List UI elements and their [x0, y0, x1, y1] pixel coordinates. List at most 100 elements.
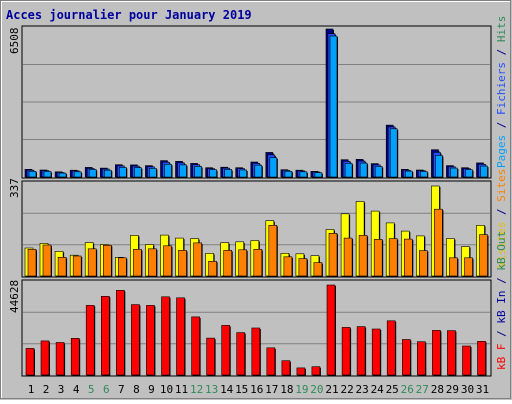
bar-sites-day-11: [178, 250, 187, 277]
bar-pages-day-1: [28, 171, 37, 178]
bar-kb-f-day-24: [371, 328, 381, 376]
x-tick-label: 17: [265, 383, 278, 396]
bar-kb-f-day-29: [447, 330, 456, 376]
bar-kb-f-day-2: [40, 340, 50, 376]
x-tick-label: 19: [295, 383, 308, 396]
x-tick-label: 30: [461, 383, 474, 396]
x-tick-label: 22: [340, 383, 353, 396]
x-tick-label: 26: [401, 383, 414, 396]
bar-kb-f-day-15: [236, 332, 245, 376]
legend-entry: /: [495, 271, 508, 291]
x-tick-label: 25: [386, 383, 399, 396]
bar-sites-day-22: [343, 237, 353, 277]
x-tick-label: 6: [103, 383, 110, 396]
bar-kb-f-day-27: [416, 341, 426, 376]
bar-sites-day-12: [193, 242, 202, 277]
bar-sites-day-24: [373, 239, 383, 277]
bar-pages-day-6: [104, 169, 112, 178]
bar-pages-day-24: [374, 166, 383, 178]
bar-kb-f-day-5: [85, 305, 95, 376]
bar-kb-f-day-22: [341, 327, 351, 376]
bar-kb-f-day-11: [176, 297, 185, 376]
x-tick-label: 9: [148, 383, 155, 396]
bar-sites-day-25: [388, 238, 398, 277]
legend-pages-fichiers-hits: Pages / Fichiers / Hits: [495, 16, 508, 168]
bar-pages-day-3: [58, 172, 67, 178]
bar-kb-f-day-3: [55, 342, 65, 376]
bar-pages-day-26: [404, 170, 413, 178]
x-tick-label: 20: [310, 383, 323, 396]
legend-entry: kB F: [495, 344, 508, 371]
bar-sites-day-18: [283, 256, 293, 277]
bar-pages-day-27: [419, 171, 428, 178]
hits-ymax-label: 6508: [8, 28, 21, 55]
x-tick-label: 29: [446, 383, 459, 396]
x-tick-label: 28: [431, 383, 444, 396]
bar-sites-day-14: [223, 250, 232, 277]
bar-pages-day-25: [389, 128, 398, 178]
legend-entry: Pages: [495, 135, 508, 168]
x-tick-label: 3: [58, 383, 65, 396]
bar-kb-f-day-6: [101, 295, 110, 376]
bar-sites-day-20: [313, 262, 323, 277]
bar-pages-day-18: [284, 171, 293, 178]
x-tick-label: 4: [73, 383, 80, 396]
bar-sites-day-4: [72, 255, 82, 277]
bar-kb-f-day-10: [161, 296, 170, 376]
bar-pages-day-5: [88, 169, 97, 178]
bar-sites-day-3: [57, 256, 67, 277]
bar-sites-day-16: [253, 249, 263, 277]
bar-sites-day-9: [148, 248, 157, 277]
bar-pages-day-10: [164, 164, 172, 178]
bar-sites-day-2: [42, 244, 52, 277]
bar-sites-day-21: [328, 233, 338, 277]
bar-sites-day-15: [238, 249, 247, 277]
bar-kb-f-day-12: [191, 316, 200, 376]
bar-kb-f-day-23: [356, 326, 366, 376]
x-tick-label: 16: [250, 383, 263, 396]
bar-kb-f-day-31: [477, 340, 486, 376]
x-tick-label: 18: [280, 383, 293, 396]
legend-entry: /: [495, 202, 508, 222]
bar-sites-day-29: [449, 257, 458, 277]
bar-kb-f-day-7: [116, 289, 125, 376]
bar-sites-day-26: [403, 238, 413, 277]
bar-pages-day-2: [43, 171, 52, 178]
chart-title: Acces journalier pour January 2019: [6, 8, 252, 22]
bar-pages-day-22: [344, 163, 353, 178]
bar-pages-day-16: [254, 164, 263, 178]
bar-pages-day-9: [149, 168, 157, 178]
x-tick-label: 24: [371, 383, 385, 396]
bar-pages-day-20: [314, 172, 323, 178]
bar-pages-day-21: [329, 35, 338, 178]
x-tick-label: 23: [355, 383, 368, 396]
bar-sites-day-19: [298, 258, 308, 277]
bar-sites-day-8: [133, 249, 142, 277]
x-tick-label: 12: [190, 383, 203, 396]
legend-entry: Sites: [495, 169, 508, 202]
legend-entry: Hits: [495, 16, 508, 43]
x-tick-label: 13: [205, 383, 218, 396]
bar-sites-day-1: [27, 249, 37, 277]
bar-sites-day-23: [358, 235, 368, 277]
legend-entry: Fichiers: [495, 62, 508, 115]
bar-sites-day-5: [87, 248, 97, 277]
legend-entry: Visites: [495, 222, 508, 268]
x-tick-label: 31: [476, 383, 489, 396]
bar-kb-f-day-1: [25, 348, 35, 376]
legend-kb-f-in-out: kB F / kB In / kB Out: [495, 231, 508, 370]
bar-pages-day-23: [359, 162, 368, 178]
bar-kb-f-day-14: [221, 325, 230, 376]
legend-entry: /: [495, 42, 508, 62]
bar-kb-f-day-26: [401, 339, 411, 376]
legend-visites-sites: Visites / Sites: [495, 169, 508, 268]
bar-pages-day-29: [450, 167, 458, 178]
bar-pages-day-15: [239, 169, 247, 178]
bar-kb-f-day-8: [131, 304, 140, 376]
x-tick-label: 15: [235, 383, 248, 396]
bar-sites-day-27: [418, 250, 428, 277]
bar-pages-day-13: [209, 169, 217, 178]
bar-sites-day-17: [268, 225, 278, 277]
